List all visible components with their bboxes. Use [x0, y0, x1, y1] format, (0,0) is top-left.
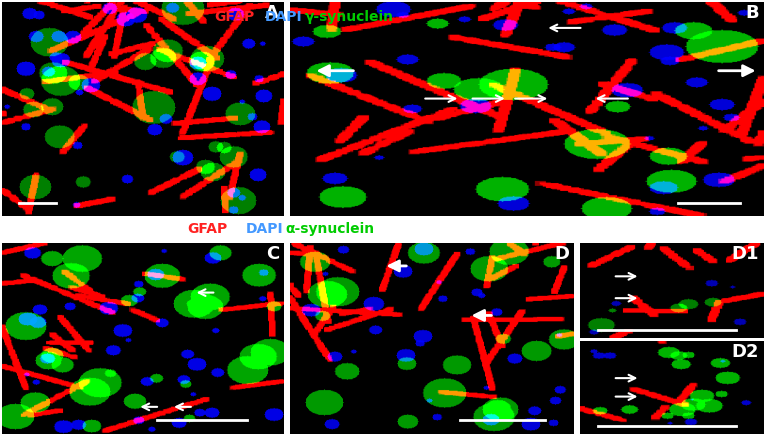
Text: α-synuclein: α-synuclein: [285, 222, 374, 236]
Text: GFAP: GFAP: [214, 10, 254, 24]
Text: DAPI: DAPI: [265, 10, 303, 24]
Text: A: A: [265, 4, 279, 22]
Text: C: C: [266, 245, 279, 263]
Text: B: B: [745, 4, 759, 22]
Text: D1: D1: [731, 245, 759, 263]
Text: GFAP: GFAP: [187, 222, 227, 236]
Text: D: D: [554, 245, 569, 263]
Text: γ-synuclein: γ-synuclein: [304, 10, 393, 24]
Text: DAPI: DAPI: [245, 222, 284, 236]
Text: D2: D2: [731, 343, 759, 361]
